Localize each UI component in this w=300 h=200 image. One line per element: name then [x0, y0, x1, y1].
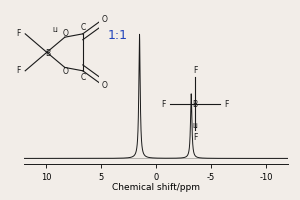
Text: F: F [16, 66, 20, 75]
Text: F: F [224, 100, 229, 109]
Text: Li: Li [53, 27, 59, 33]
Text: C: C [80, 23, 86, 32]
X-axis label: Chemical shift/ppm: Chemical shift/ppm [112, 183, 200, 192]
Text: B: B [192, 100, 198, 109]
Text: F: F [193, 133, 197, 142]
Text: B: B [45, 49, 50, 58]
Text: O: O [63, 28, 69, 38]
Text: C: C [80, 73, 86, 82]
Text: Li: Li [192, 123, 198, 129]
Text: F: F [193, 66, 197, 75]
Text: O: O [101, 15, 107, 24]
Text: F: F [16, 29, 20, 38]
Text: O: O [101, 81, 107, 90]
Text: O: O [63, 67, 69, 76]
Text: F: F [161, 100, 166, 109]
Text: 1:1: 1:1 [107, 29, 128, 42]
